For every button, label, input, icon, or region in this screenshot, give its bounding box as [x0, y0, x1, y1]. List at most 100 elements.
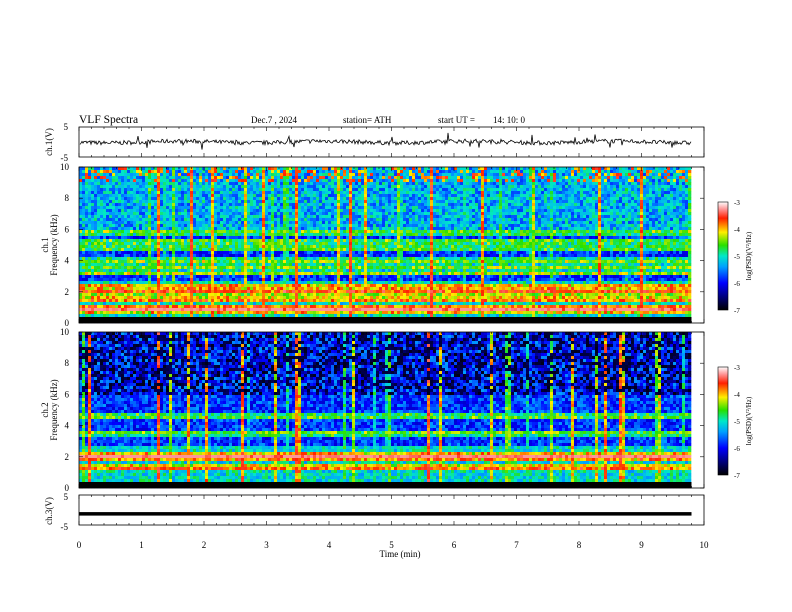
spectrogram-cell [457, 185, 461, 189]
spectrogram-cell [643, 185, 647, 189]
spectrogram-cell [454, 218, 458, 222]
spectrogram-cell [199, 233, 203, 237]
spectrogram-cell [172, 230, 176, 234]
spectrogram-cell [100, 197, 104, 201]
spectrogram-cell [328, 206, 332, 210]
spectrogram-cell [154, 230, 158, 234]
spectrogram-cell [163, 209, 167, 213]
spectrogram-cell [637, 233, 641, 237]
spectrogram-cell [289, 182, 293, 186]
spectrogram-cell [235, 176, 239, 180]
spectrogram-cell [193, 182, 197, 186]
spectrogram-cell [658, 188, 662, 192]
spectrogram-cell [460, 233, 464, 237]
spectrogram-cell [466, 179, 470, 183]
spectrogram-cell [139, 218, 143, 222]
spectrogram-cell [682, 197, 686, 201]
spectrogram-cell [676, 182, 680, 186]
spectrogram-cell [679, 176, 683, 180]
spectrogram-cell [502, 209, 506, 213]
spectrogram-cell [637, 212, 641, 216]
spectrogram-cell [325, 230, 329, 234]
spectrogram-cell [412, 212, 416, 216]
spectrogram-cell [529, 212, 533, 216]
spectrogram-cell [421, 176, 425, 180]
spectrogram-cell [466, 233, 470, 237]
spectrogram-cell [376, 218, 380, 222]
spectrogram-cell [379, 203, 383, 207]
spectrogram-cell [406, 191, 410, 195]
spectrogram-cell [232, 188, 236, 192]
spectrogram-cell [184, 176, 188, 180]
spectrogram-cell [631, 197, 635, 201]
spectrogram-cell [655, 173, 659, 177]
spectrogram-cell [169, 236, 173, 240]
spectrogram-cell [613, 170, 617, 174]
spectrogram-cell [436, 197, 440, 201]
spectrogram-cell [262, 230, 266, 234]
spectrogram-cell [487, 182, 491, 186]
spectrogram-cell [595, 182, 599, 186]
spectrogram-cell [628, 176, 632, 180]
spectrogram-cell [535, 209, 539, 213]
spectrogram-cell [121, 230, 125, 234]
spectrogram-cell [595, 176, 599, 180]
spectrogram-cell [568, 212, 572, 216]
spectrogram-cell [568, 206, 572, 210]
spectrogram-cell [145, 236, 149, 240]
spectrogram-cell [520, 224, 524, 228]
spectrogram-cell [565, 191, 569, 195]
spectrogram-cell [475, 221, 479, 225]
spectrogram-cell [496, 230, 500, 234]
spectrogram-cell [97, 218, 101, 222]
spectrogram-cell [397, 230, 401, 234]
spectrogram-cell [445, 191, 449, 195]
spectrogram-cell [523, 197, 527, 201]
spectrogram-cell [532, 224, 536, 228]
spectrogram-cell [289, 215, 293, 219]
spectrogram-cell [556, 212, 560, 216]
spectrogram-cell [442, 185, 446, 189]
spectrogram-cell [328, 212, 332, 216]
spectrogram-cell [577, 218, 581, 222]
spectrogram-cell [142, 188, 146, 192]
spectrogram-cell [169, 167, 173, 171]
spectrogram-cell [487, 194, 491, 198]
spectrogram-cell [634, 182, 638, 186]
spectrogram-cell [496, 197, 500, 201]
spectrogram-cell [529, 182, 533, 186]
spectrogram-cell [454, 230, 458, 234]
spectrogram-cell [136, 221, 140, 225]
spectrogram-cell [280, 197, 284, 201]
spectrogram-cell [349, 197, 353, 201]
spectrogram-cell [253, 191, 257, 195]
spectrogram-cell [409, 203, 413, 207]
spectrogram-cell [349, 218, 353, 222]
spectrogram-cell [145, 200, 149, 204]
spectrogram-cell [373, 179, 377, 183]
spectrogram-cell [298, 230, 302, 234]
spectrogram-cell [364, 197, 368, 201]
spectrogram-cell [613, 167, 617, 171]
spectrogram-cell [535, 173, 539, 177]
spectrogram-cell [532, 221, 536, 225]
spectrogram-cell [82, 182, 86, 186]
spectrogram-cell [667, 200, 671, 204]
spectrogram-cell [580, 191, 584, 195]
spectrogram-cell [139, 182, 143, 186]
spectrogram-cell [502, 236, 506, 240]
spectrogram-cell [619, 221, 623, 225]
spectrogram-cell [322, 176, 326, 180]
spectrogram-cell [529, 203, 533, 207]
spectrogram-cell [115, 227, 119, 231]
spectrogram-cell [301, 185, 305, 189]
spectrogram-cell [199, 209, 203, 213]
spectrogram-cell [154, 197, 158, 201]
spectrogram-cell [79, 191, 83, 195]
spectrogram-cell [166, 173, 170, 177]
spectrogram-cell [397, 191, 401, 195]
spectrogram-cell [394, 200, 398, 204]
spectrogram-cell [109, 191, 113, 195]
spectrogram-cell [619, 233, 623, 237]
spectrogram-cell [178, 224, 182, 228]
